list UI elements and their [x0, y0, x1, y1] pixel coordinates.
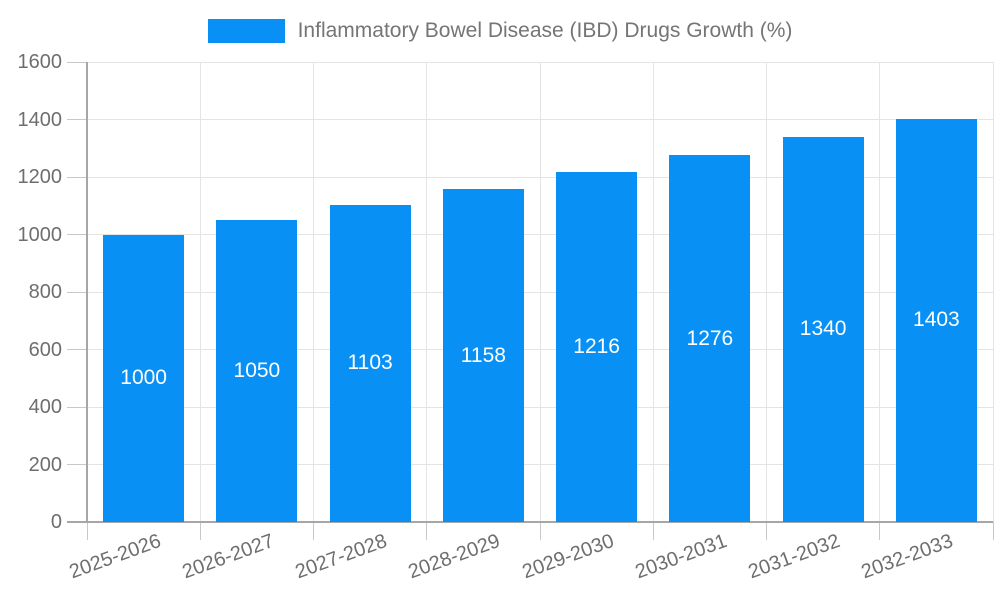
bar-value-label: 1403 [913, 308, 960, 332]
x-axis-tick [652, 522, 654, 540]
bar[interactable] [782, 136, 864, 522]
legend-item-ibd-drugs-growth[interactable]: Inflammatory Bowel Disease (IBD) Drugs G… [207, 17, 793, 45]
bar[interactable] [103, 234, 185, 522]
y-axis-label: 0 [50, 511, 62, 533]
bar[interactable] [669, 155, 751, 522]
y-axis-tick [67, 464, 87, 465]
y-axis-tick [67, 349, 87, 350]
v-gridline [652, 62, 654, 522]
chart-legend: Inflammatory Bowel Disease (IBD) Drugs G… [0, 16, 1000, 46]
bar-value-label: 1103 [347, 351, 393, 375]
x-axis-tick [539, 522, 541, 540]
y-axis-tick [67, 176, 87, 178]
bar[interactable] [442, 189, 524, 522]
legend-label: Inflammatory Bowel Disease (IBD) Drugs G… [297, 19, 793, 42]
y-axis-tick [67, 234, 87, 235]
v-gridline [313, 62, 314, 522]
x-axis-tick [426, 522, 428, 540]
y-axis-label: 600 [28, 338, 62, 361]
bar-value-label: 1050 [233, 359, 281, 383]
v-gridline [426, 62, 428, 522]
y-axis-line [86, 62, 88, 522]
y-axis-label: 800 [28, 281, 62, 303]
y-axis-tick [67, 406, 87, 408]
y-axis-tick [67, 61, 87, 63]
bar[interactable] [556, 172, 638, 522]
bar[interactable] [329, 204, 411, 522]
x-axis-tick [199, 522, 201, 540]
v-gridline [539, 62, 541, 522]
bar-value-label: 1000 [120, 366, 167, 390]
y-axis-label: 200 [28, 453, 62, 476]
v-gridline [992, 62, 994, 522]
bar[interactable] [216, 220, 298, 522]
x-axis-tick [879, 522, 881, 540]
y-axis-tick [67, 291, 87, 293]
bar-value-label: 1216 [573, 335, 620, 359]
y-axis-tick [67, 119, 87, 120]
y-axis-label: 400 [28, 396, 62, 418]
x-axis-tick [766, 522, 767, 540]
v-gridline [199, 62, 201, 522]
bar-value-label: 1340 [799, 317, 847, 341]
y-axis-label: 1400 [17, 108, 63, 131]
legend-swatch-icon [207, 19, 285, 43]
x-axis-line [67, 521, 993, 523]
v-gridline [766, 62, 767, 522]
y-axis-label: 1200 [17, 166, 63, 188]
bar-value-label: 1276 [686, 326, 734, 350]
y-axis-label: 1600 [17, 51, 63, 73]
v-gridline [879, 62, 881, 522]
x-axis-tick [992, 522, 994, 540]
bar-value-label: 1158 [460, 343, 506, 367]
bar[interactable] [895, 118, 977, 522]
x-axis-tick [86, 522, 88, 540]
x-axis-tick [313, 522, 314, 540]
y-axis-label: 1000 [17, 223, 63, 246]
